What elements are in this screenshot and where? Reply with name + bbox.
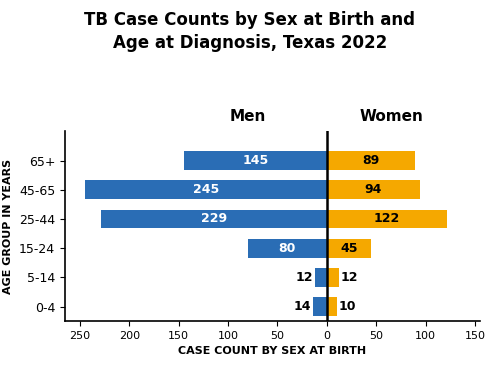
Text: 80: 80 (278, 242, 296, 255)
Bar (327, 180, 420, 199)
Text: Women: Women (359, 109, 423, 124)
Bar (315, 268, 327, 287)
Bar (85, 180, 327, 199)
Bar (327, 239, 372, 258)
Bar (327, 210, 448, 228)
Text: 10: 10 (338, 300, 356, 313)
Text: 12: 12 (296, 271, 313, 284)
Bar (327, 268, 338, 287)
Text: TB Case Counts by Sex at Birth and
Age at Diagnosis, Texas 2022: TB Case Counts by Sex at Birth and Age a… (84, 11, 415, 52)
Text: 122: 122 (374, 212, 400, 226)
Text: 89: 89 (362, 154, 380, 167)
Text: 45: 45 (340, 242, 358, 255)
Text: 12: 12 (340, 271, 358, 284)
Text: 245: 245 (192, 183, 219, 196)
Bar (313, 297, 327, 316)
Text: Men: Men (230, 109, 266, 124)
Bar (248, 239, 327, 258)
X-axis label: CASE COUNT BY SEX AT BIRTH: CASE COUNT BY SEX AT BIRTH (178, 346, 366, 357)
Bar (327, 297, 336, 316)
Text: 229: 229 (200, 212, 227, 226)
Text: 14: 14 (294, 300, 311, 313)
Bar (327, 151, 415, 170)
Text: 94: 94 (364, 183, 382, 196)
Bar (184, 151, 327, 170)
Y-axis label: AGE GROUP IN YEARS: AGE GROUP IN YEARS (4, 159, 14, 294)
Bar (100, 210, 327, 228)
Text: 145: 145 (242, 154, 268, 167)
